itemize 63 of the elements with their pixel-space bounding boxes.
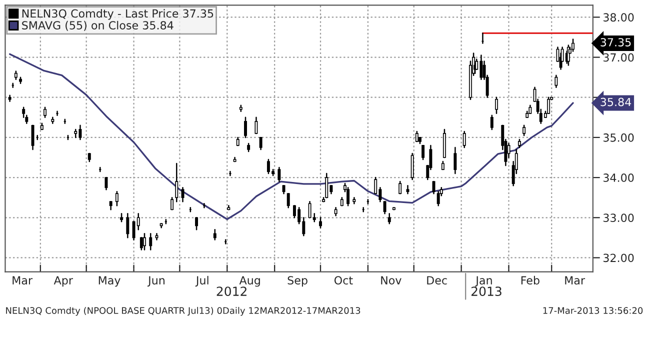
candlestick [462,130,466,148]
candlestick [126,213,130,238]
line-series [8,53,574,220]
candlestick [388,213,391,224]
y-tick-label: 33.00 [603,214,634,222]
candlestick [490,114,494,130]
x-tick-label: Sep [288,276,308,287]
candlestick [346,186,350,206]
candlestick [143,233,146,250]
x-tick-label: Dec [427,276,447,285]
candlestick [31,124,34,150]
x-tick-label: Mar [565,276,586,285]
candlestick [325,172,328,198]
y-tick-label: 37.00 [603,53,634,62]
candlestick [44,106,47,118]
y-tick-label: 32.00 [603,254,634,262]
candlestick [436,190,440,206]
y-tick-label: 38.00 [603,13,634,22]
x-tick-label: Apr [54,276,73,287]
candlestick [383,200,386,214]
x-tick-label: Jul [195,276,208,287]
x-tick-label: Feb [521,276,540,285]
candlestick [554,74,558,88]
text: 37.35 [600,38,631,46]
candlestick [398,180,402,194]
candlestick [410,152,414,180]
x-tick-label: Aug [239,276,260,287]
text: 17-Mar-2013 13:56:20 [543,307,643,314]
text: 35.84 [600,98,632,106]
x-tick-label: Jan [475,276,492,287]
text: 2013 [471,286,502,296]
text: 2012 [216,286,246,296]
candlestick [22,106,26,118]
x-tick-label: May [98,276,120,287]
candlestick [175,162,178,202]
candlestick [104,176,108,190]
x-tick-label: Jun [147,276,164,287]
y-tick-label: 35.00 [603,133,634,142]
candlestick [495,96,498,114]
candlestick [244,116,247,138]
legend-label: SMAVG (55) on Close 35.84 [22,20,174,31]
candlestick [415,130,418,142]
candlestick [213,229,216,240]
candlestick [422,144,425,160]
y-tick-label: 34.00 [603,174,634,182]
candlestick [259,136,262,150]
candlestick [254,116,258,134]
candlestick [522,124,526,136]
text: NELN3Q Comdty (NPOOL BASE QUARTR Jul13) 0Daily 12MAR2012-17MAR2013 [6,306,360,316]
x-tick-label: Oct [334,276,353,285]
x-tick-label: Nov [381,276,402,285]
candlestick [170,196,174,210]
x-tick-label: Mar [12,276,33,285]
candlestick [547,96,550,114]
candlestick [286,192,290,208]
candlestick [278,166,281,182]
candlestick [195,217,198,230]
candlestick [149,233,152,250]
candlestick [454,146,457,174]
candlestick [406,184,410,194]
legend-label: NELN3Q Comdty - Last Price 37.35 [22,9,214,20]
candlestick [140,237,143,250]
candlestick [115,190,118,206]
